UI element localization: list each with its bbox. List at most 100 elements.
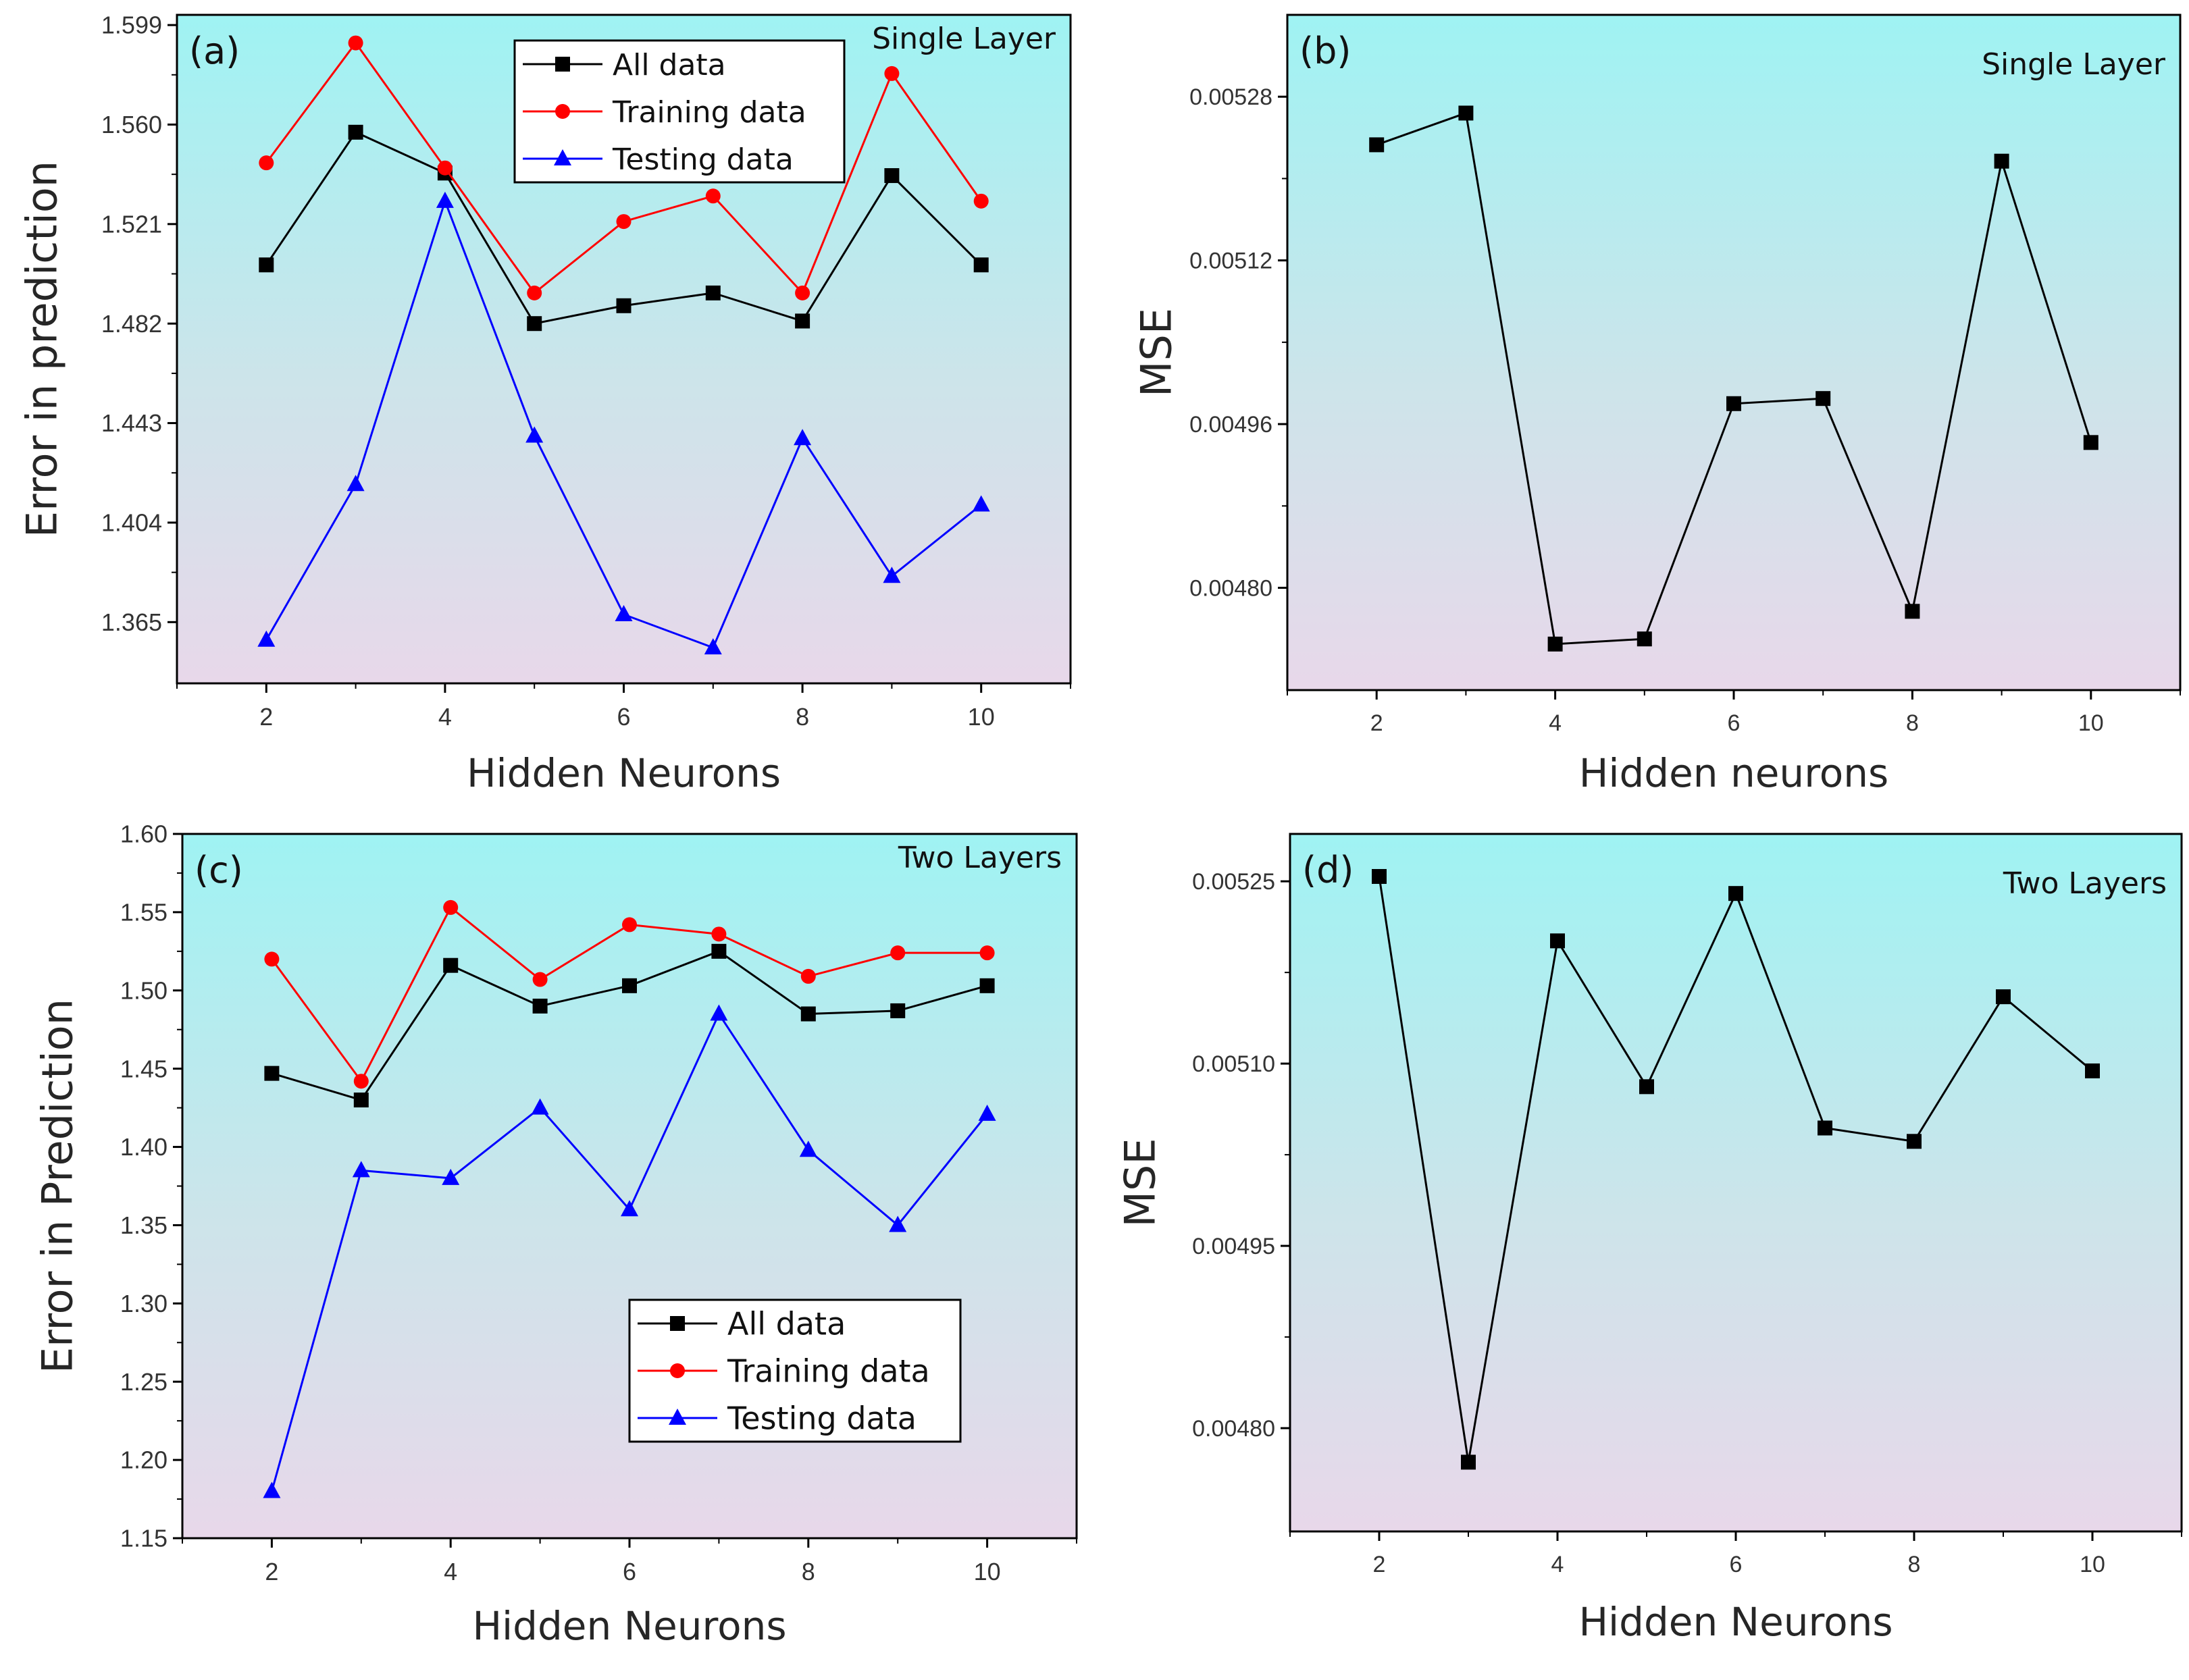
- x-tick-label: 4: [438, 703, 452, 731]
- y-tick-label: 1.50: [120, 976, 168, 1004]
- panel-title: Two Layers: [898, 841, 1062, 875]
- y-tick-label: 1.443: [101, 409, 162, 437]
- x-tick-label: 6: [1728, 710, 1741, 736]
- data-point: [795, 285, 810, 300]
- x-tick-label: 4: [1549, 710, 1562, 736]
- legend-marker: [555, 104, 570, 119]
- panel-title: Single Layer: [1982, 47, 2166, 82]
- data-point: [973, 257, 989, 273]
- panel-b: 0.00480 0.00496 0.00512 0.00528 2 4 6 8 10 Hidden…: [1132, 14, 2182, 796]
- y-tick-label: 1.55: [120, 898, 168, 926]
- data-point: [1726, 396, 1741, 411]
- data-point: [1547, 636, 1563, 652]
- data-point: [346, 475, 365, 492]
- panel-title: Single Layer: [872, 22, 1056, 56]
- panel-label: (d): [1302, 849, 1354, 891]
- data-point: [622, 917, 637, 933]
- data-point: [527, 316, 542, 332]
- data-point: [710, 1004, 728, 1021]
- x-tick-label: 6: [1730, 1552, 1743, 1577]
- data-point: [622, 978, 637, 993]
- x-tick-label: 2: [259, 703, 273, 731]
- x-tick-label: 6: [623, 1558, 636, 1585]
- y-tick-label: 1.25: [120, 1368, 168, 1396]
- data-point: [1550, 933, 1565, 949]
- y-tick-label: 1.365: [101, 608, 162, 636]
- panel-label: (a): [189, 30, 240, 72]
- data-point: [436, 191, 454, 208]
- data-point: [443, 899, 459, 915]
- x-tick-label: 4: [1551, 1552, 1564, 1577]
- y-tick-label: 0.00512: [1189, 248, 1272, 274]
- data-point: [1996, 989, 2011, 1005]
- legend-marker: [670, 1316, 685, 1331]
- y-tick-label: 1.560: [101, 111, 162, 138]
- x-tick-label: 2: [1370, 710, 1383, 736]
- panel-d: 0.00480 0.00495 0.00510 0.00525 2 4 6 8 10 Hidden…: [1116, 833, 2183, 1645]
- y-axis-label: Error in Prediction: [33, 999, 82, 1373]
- x-tick-label: 2: [1373, 1552, 1386, 1577]
- panel-a: 1.365 1.404 1.443 1.482 1.521 1.560 1.599 2 4 6 8 1…: [18, 11, 1072, 796]
- y-tick-label: 0.00480: [1192, 1416, 1275, 1442]
- series-testing-data: [263, 1004, 996, 1498]
- y-tick-label: 1.404: [101, 509, 162, 537]
- legend-entry: Training data: [612, 95, 806, 130]
- data-point: [1818, 1120, 1832, 1136]
- plot-background: [1290, 834, 2182, 1531]
- data-point: [890, 1003, 906, 1018]
- panel-title: Two Layers: [2003, 866, 2167, 901]
- y-axis-label: Error in prediction: [18, 161, 67, 537]
- data-point: [799, 1140, 817, 1157]
- data-point: [353, 1074, 369, 1089]
- data-point: [705, 285, 721, 300]
- legend-entry: All data: [727, 1306, 846, 1342]
- data-point: [1907, 1134, 1922, 1149]
- series-testing-data: [257, 191, 990, 655]
- data-point: [527, 285, 542, 300]
- data-point: [2085, 1063, 2100, 1078]
- data-point: [263, 1481, 281, 1498]
- data-point: [889, 1215, 907, 1232]
- data-point: [1461, 1454, 1476, 1470]
- data-point: [1637, 631, 1652, 647]
- y-tick-label: 1.45: [120, 1055, 168, 1082]
- data-point: [1639, 1079, 1654, 1095]
- data-point: [437, 160, 453, 176]
- x-axis-label: Hidden neurons: [1579, 750, 1888, 796]
- y-tick-label: 1.60: [120, 820, 168, 848]
- data-point: [264, 951, 280, 967]
- data-point: [704, 638, 722, 655]
- data-point: [352, 1161, 370, 1178]
- data-point: [1728, 886, 1743, 901]
- y-axis-label: MSE: [1132, 308, 1181, 397]
- y-tick-label: 0.00528: [1189, 84, 1272, 110]
- data-point: [883, 567, 901, 583]
- y-tick-label: 0.00525: [1192, 869, 1275, 895]
- data-point: [979, 945, 995, 961]
- y-tick-label: 1.599: [101, 11, 162, 39]
- x-tick-label: 4: [444, 1558, 457, 1585]
- data-point: [1905, 604, 1920, 619]
- data-point: [705, 188, 721, 204]
- data-point: [1372, 868, 1387, 884]
- y-tick-label: 0.00496: [1189, 412, 1272, 438]
- data-point: [442, 1168, 460, 1185]
- x-tick-label: 10: [2080, 1552, 2105, 1577]
- legend-entry: Testing data: [727, 1400, 917, 1437]
- legend: All data Training data Testing data: [513, 39, 846, 184]
- data-point: [532, 998, 548, 1014]
- data-point: [2083, 435, 2098, 450]
- y-tick-label: 0.00480: [1189, 575, 1272, 601]
- data-point: [353, 1093, 369, 1108]
- data-point: [616, 214, 632, 230]
- data-point: [795, 313, 810, 329]
- data-point: [257, 630, 276, 647]
- data-point: [794, 429, 812, 446]
- panel-c: 1.15 1.20 1.25 1.30 1.35 1.40 1.45 1.50 1.55 1.60…: [33, 820, 1078, 1649]
- data-point: [711, 943, 727, 959]
- data-point: [615, 604, 633, 621]
- x-tick-label: 6: [617, 703, 630, 731]
- x-axis-label: Hidden Neurons: [1578, 1599, 1892, 1645]
- legend-entry: Testing data: [612, 142, 794, 177]
- y-tick-label: 0.00495: [1192, 1234, 1275, 1259]
